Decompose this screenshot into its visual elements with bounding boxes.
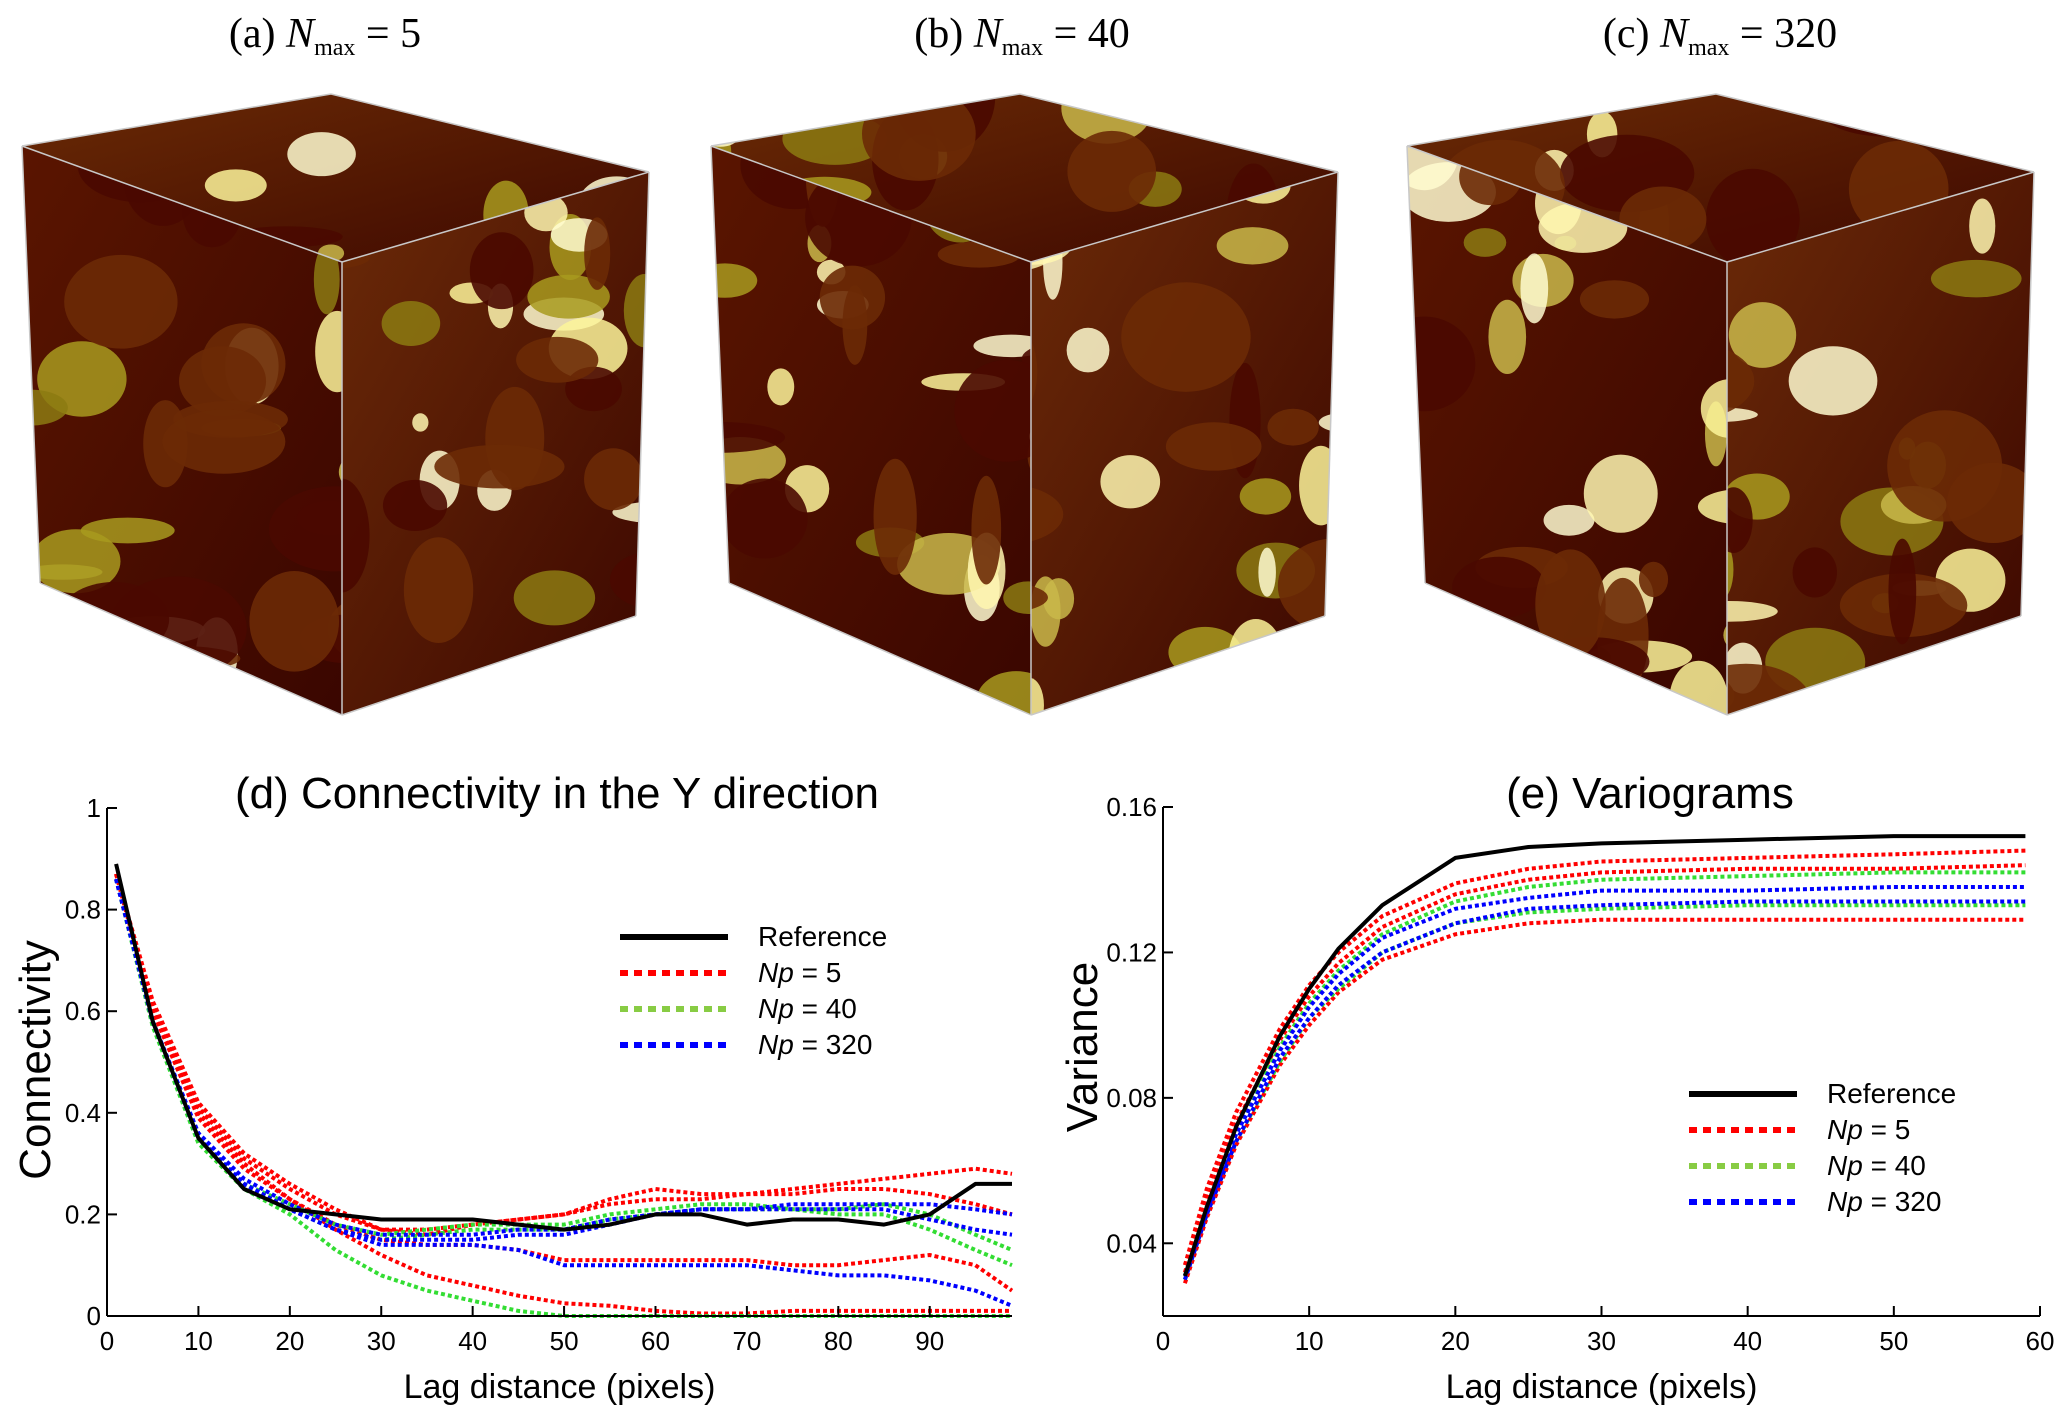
x-tick-label: 30 [367, 1326, 396, 1356]
series-line-np5 [1183, 917, 2026, 1284]
series-line-np5 [114, 873, 1014, 1293]
connectivity-chart: 0 10 20 30 40 50 60 70 80 90 0 0.2 0.4 0.6 0.8 1 (d) Con… [11, 769, 1014, 1406]
panel-title-b: (b) Nmax = 40 [914, 11, 1130, 61]
cube-render-a [21, 93, 650, 716]
series-line-np5 [114, 873, 1013, 1237]
x-tick-label: 20 [275, 1326, 304, 1356]
x-tick-label: 30 [1587, 1326, 1616, 1356]
cube-edge [1030, 615, 1326, 716]
cube-edge [710, 145, 730, 584]
cube-edge [1406, 93, 1717, 147]
x-axis-label: Lag distance (pixels) [404, 1368, 716, 1406]
series-line-np5 [1182, 848, 2026, 1266]
cube-edge [341, 615, 637, 716]
y-tick-label: 0.16 [1106, 792, 1157, 822]
x-tick-label: 10 [1295, 1326, 1324, 1356]
cube-edge [1406, 145, 1728, 263]
x-tick-label: 20 [1441, 1326, 1470, 1356]
series-line-reference [1182, 834, 2026, 1277]
x-tick-label: 90 [915, 1326, 944, 1356]
y-tick-label: 0.08 [1106, 1083, 1157, 1113]
legend-label-np5: Np = 5 [758, 957, 841, 988]
x-tick-label: 40 [458, 1326, 487, 1356]
x-tick-label: 10 [184, 1326, 213, 1356]
series-line-np320 [1183, 899, 2026, 1281]
legend-label-np320: Np = 320 [1827, 1186, 1941, 1217]
series-line-np5 [114, 873, 1012, 1316]
y-tick-label: 0.12 [1106, 937, 1157, 967]
y-axis-label: Variance [1058, 962, 1107, 1132]
cube-edge [2020, 171, 2035, 617]
y-tick-label: 0.8 [65, 895, 101, 925]
cube-edge [728, 582, 1032, 716]
cube-edge [21, 93, 332, 147]
series-line-np320 [114, 878, 1013, 1308]
legend-label-np320: Np = 320 [758, 1029, 872, 1060]
variogram-chart: 0 10 20 30 40 50 60 0.04 0.08 0.12 0.16 (e) Variogr… [1058, 769, 2054, 1406]
cube-face-right [1727, 172, 2034, 715]
x-tick-label: 50 [550, 1326, 579, 1356]
y-tick-label: 0 [87, 1301, 101, 1331]
y-tick-label: 0.4 [65, 1098, 101, 1128]
x-axis-label: Lag distance (pixels) [1446, 1368, 1758, 1406]
x-tick-label: 60 [2026, 1326, 2055, 1356]
legend-label-np40: Np = 40 [758, 993, 857, 1024]
y-tick-label: 0.04 [1106, 1228, 1157, 1258]
y-tick-label: 0.6 [65, 996, 101, 1026]
cube-edge [341, 171, 650, 263]
x-tick-label: 70 [732, 1326, 761, 1356]
y-tick-label: 0.2 [65, 1199, 101, 1229]
cube-edge [635, 171, 650, 617]
x-tick-label: 80 [824, 1326, 853, 1356]
cube-edge [21, 145, 343, 263]
x-tick-label: 60 [641, 1326, 670, 1356]
cube-edge [39, 582, 343, 716]
series-line-np320 [1183, 885, 2026, 1277]
cube-edge [1726, 171, 2035, 263]
cube-edge [1324, 171, 1339, 617]
legend-label-reference: Reference [1827, 1078, 1956, 1109]
legend-label-reference: Reference [758, 921, 887, 952]
cube-edge [21, 145, 41, 584]
cube-edge [1424, 582, 1728, 716]
x-tick-label: 40 [1733, 1326, 1762, 1356]
x-tick-label: 50 [1879, 1326, 1908, 1356]
panel-title-a: (a) Nmax = 5 [228, 11, 422, 61]
chart-title: (e) Variograms [1506, 769, 1794, 818]
series-line-reference [114, 863, 1012, 1232]
panel-title-c: (c) Nmax = 320 [1602, 11, 1838, 61]
x-tick-label: 0 [100, 1326, 114, 1356]
series-line-np320 [114, 878, 1013, 1242]
cube-edge [710, 93, 1021, 147]
cube-edge [1715, 93, 2035, 173]
series-line-np5 [114, 873, 1013, 1232]
series-line-np40 [114, 878, 1013, 1268]
cube-edge [330, 93, 650, 173]
cube-edge [1019, 93, 1339, 173]
legend-label-np40: Np = 40 [1827, 1150, 1926, 1181]
y-tick-label: 1 [87, 793, 101, 823]
legend-label-np5: Np = 5 [1827, 1114, 1910, 1145]
cube-edge [1726, 615, 2022, 716]
cube-edge [1030, 171, 1339, 263]
x-tick-label: 0 [1156, 1326, 1170, 1356]
cube-render-c [1406, 93, 2035, 716]
chart-title: (d) Connectivity in the Y direction [235, 769, 879, 818]
cube-render-b [710, 93, 1339, 716]
cube-edge [1406, 145, 1426, 584]
y-axis-label: Connectivity [11, 940, 60, 1180]
cube-edge [710, 145, 1032, 263]
